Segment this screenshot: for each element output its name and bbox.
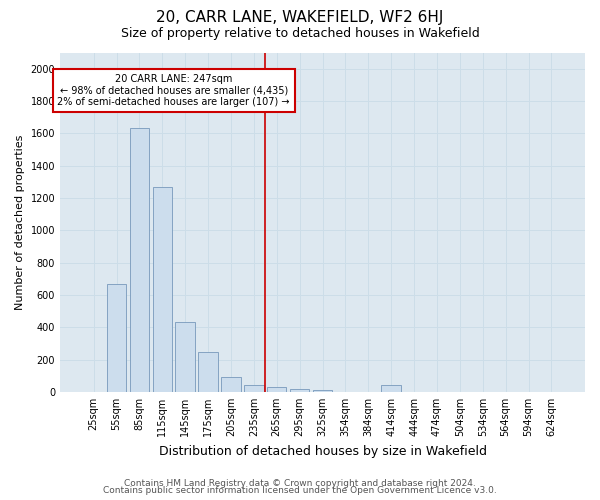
Bar: [107, 284, 126, 392]
Bar: [130, 128, 149, 392]
Bar: [175, 322, 195, 392]
Bar: [382, 386, 401, 392]
Text: Size of property relative to detached houses in Wakefield: Size of property relative to detached ho…: [121, 28, 479, 40]
Bar: [313, 390, 332, 392]
Y-axis label: Number of detached properties: Number of detached properties: [15, 134, 25, 310]
Text: Contains HM Land Registry data © Crown copyright and database right 2024.: Contains HM Land Registry data © Crown c…: [124, 478, 476, 488]
X-axis label: Distribution of detached houses by size in Wakefield: Distribution of detached houses by size …: [158, 444, 487, 458]
Bar: [152, 186, 172, 392]
Text: 20, CARR LANE, WAKEFIELD, WF2 6HJ: 20, CARR LANE, WAKEFIELD, WF2 6HJ: [157, 10, 443, 25]
Bar: [221, 378, 241, 392]
Bar: [267, 387, 286, 392]
Text: 20 CARR LANE: 247sqm
← 98% of detached houses are smaller (4,435)
2% of semi-det: 20 CARR LANE: 247sqm ← 98% of detached h…: [58, 74, 290, 106]
Bar: [199, 352, 218, 392]
Text: Contains public sector information licensed under the Open Government Licence v3: Contains public sector information licen…: [103, 486, 497, 495]
Bar: [244, 386, 263, 392]
Bar: [290, 388, 310, 392]
